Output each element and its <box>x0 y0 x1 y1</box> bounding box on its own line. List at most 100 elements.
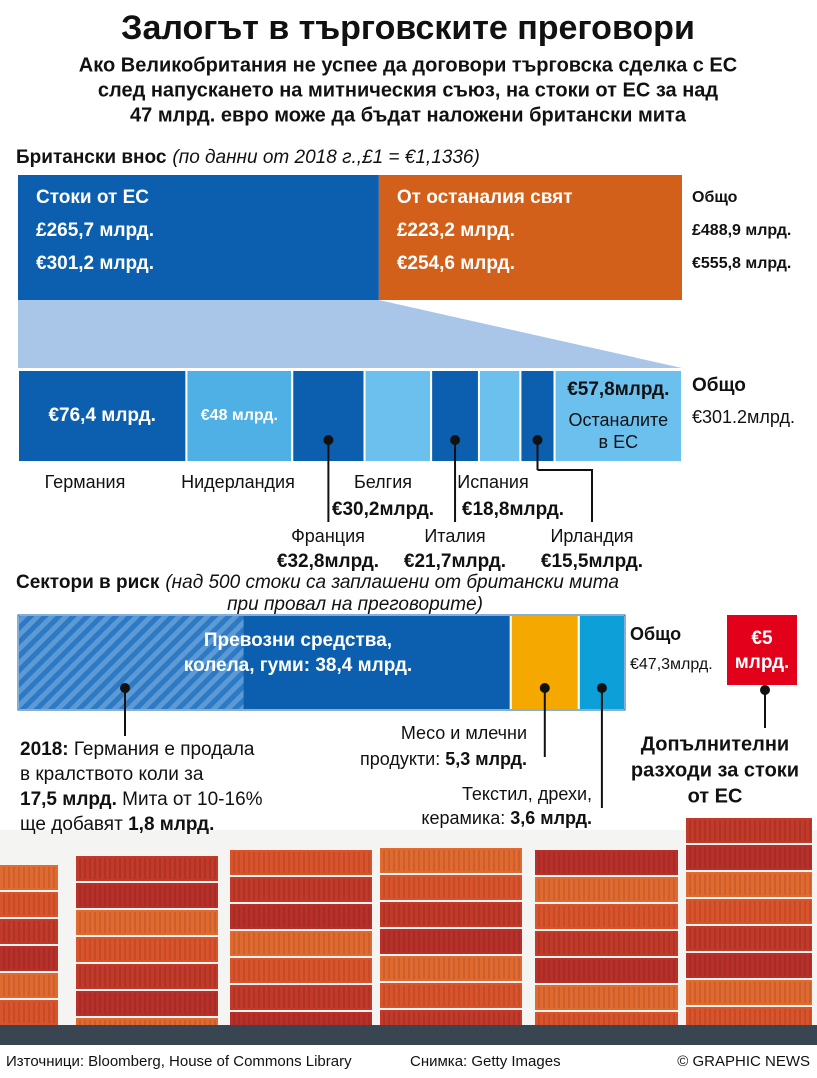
container <box>230 877 372 902</box>
ship-hull <box>0 1025 817 1045</box>
note: (над 500 стоки са заплашени от британски… <box>165 572 619 593</box>
leader-dot <box>450 435 461 445</box>
container <box>380 848 522 873</box>
container <box>686 845 812 870</box>
container <box>686 980 812 1005</box>
extra-caption: Допълнителни <box>641 733 789 755</box>
photo-credit: Снимка: Getty Images <box>410 1053 561 1070</box>
import-total: €555,8 млрд. <box>692 255 791 272</box>
text-line: Текстил, дрехи, <box>462 784 592 804</box>
import-gbp: £223,2 млрд. <box>397 220 515 241</box>
container <box>686 953 812 978</box>
container <box>76 856 218 881</box>
value-label: €18,8млрд. <box>462 499 564 520</box>
text-line: керамика: 3,6 млрд. <box>421 808 592 828</box>
leader-dot <box>532 435 543 445</box>
value-label: €21,7млрд. <box>404 551 506 572</box>
zoom-wedge <box>18 300 682 368</box>
import-label: От останалия свят <box>397 187 573 208</box>
country-label: Белгия <box>354 472 412 492</box>
section-heading: Британски внос (по данни от 2018 г.,£1 = … <box>16 147 480 168</box>
total-value: €47,3млрд. <box>630 656 713 673</box>
leader-line <box>537 469 593 522</box>
container <box>380 929 522 954</box>
text-run: Мита от 10-16% <box>117 789 263 810</box>
container <box>230 958 372 983</box>
extra-box <box>727 615 797 685</box>
container <box>0 946 58 971</box>
container <box>686 926 812 951</box>
container <box>230 850 372 875</box>
import-bar <box>378 175 682 300</box>
title: Залогът в търговските преговори <box>121 9 695 47</box>
text-line: в кралството коли за <box>20 764 204 785</box>
container <box>76 964 218 989</box>
country-label: Испания <box>457 472 528 492</box>
eu-bar <box>185 369 294 463</box>
note: (по данни от 2018 г.,£1 = €1,1336) <box>172 147 479 168</box>
text-run: ще добавят <box>20 814 128 835</box>
country-label: Ирландия <box>550 526 633 546</box>
container <box>230 985 372 1010</box>
heading: Сектори в риск <box>16 572 160 593</box>
total-value: €301.2млрд. <box>692 407 795 427</box>
leader-dot <box>760 685 770 695</box>
extra-label: млрд. <box>735 652 790 673</box>
container <box>76 883 218 908</box>
container <box>76 991 218 1016</box>
container <box>230 904 372 929</box>
copyright: © GRAPHIC NEWS <box>677 1053 810 1070</box>
container <box>0 865 58 890</box>
container <box>380 902 522 927</box>
text-run: керамика: <box>421 808 510 828</box>
country-label: Италия <box>424 526 485 546</box>
text-line: продукти: 5,3 млрд. <box>360 749 527 769</box>
note: при провал на преговорите) <box>227 594 483 615</box>
container <box>535 877 678 902</box>
container <box>686 899 812 924</box>
text-run: Превозни средства, <box>204 630 392 651</box>
text-line: колела, гуми: 38,4 млрд. <box>184 655 412 676</box>
subtitle: 47 млрд. евро може да бъдат наложени бри… <box>130 104 687 126</box>
text-run: 3,6 млрд. <box>510 808 592 828</box>
country-label: Франция <box>291 526 365 546</box>
value-label: €32,8млрд. <box>277 551 379 572</box>
value-label: €15,5млрд. <box>541 551 643 572</box>
text-run: Германия е продала <box>69 739 255 760</box>
subtitle: Ако Великобритания не успее да договори … <box>79 54 737 76</box>
german-cars-bar <box>19 616 244 709</box>
text-run: Месо и млечни <box>401 723 527 743</box>
sources: Източници: Bloomberg, House of Commons L… <box>6 1053 352 1070</box>
container <box>535 958 678 983</box>
import-eur: €254,6 млрд. <box>397 253 515 274</box>
value-label: €57,8млрд. <box>567 379 669 400</box>
sector-frame <box>17 614 626 711</box>
country-label: в ЕС <box>599 432 639 452</box>
container <box>535 931 678 956</box>
import-eur: €301,2 млрд. <box>36 253 154 274</box>
text-run: 2018: <box>20 739 69 760</box>
container <box>686 818 812 843</box>
value-label: €76,4 млрд. <box>48 405 155 426</box>
leader-dot <box>539 683 550 693</box>
text-run: 1,8 млрд. <box>128 814 214 835</box>
container <box>380 983 522 1008</box>
leader-dot <box>323 435 334 445</box>
import-label: Стоки от ЕС <box>36 187 149 208</box>
value-label: €48 млрд. <box>201 407 278 424</box>
container <box>535 985 678 1010</box>
section-heading: Сектори в риск (над 500 стоки са заплашен… <box>16 572 619 593</box>
leader-dot <box>120 683 130 693</box>
import-gbp: £265,7 млрд. <box>36 220 154 241</box>
text-line: 2018: Германия е продала <box>20 739 255 760</box>
eu-bar <box>17 369 188 463</box>
container <box>380 875 522 900</box>
container <box>380 956 522 981</box>
import-total: £488,9 млрд. <box>692 222 791 239</box>
text-line: 17,5 млрд. Мита от 10-16% <box>20 789 263 810</box>
country-label: Останалите <box>568 410 668 430</box>
leader-dot <box>596 683 607 693</box>
container <box>76 937 218 962</box>
heading: Британски внос <box>16 147 167 168</box>
